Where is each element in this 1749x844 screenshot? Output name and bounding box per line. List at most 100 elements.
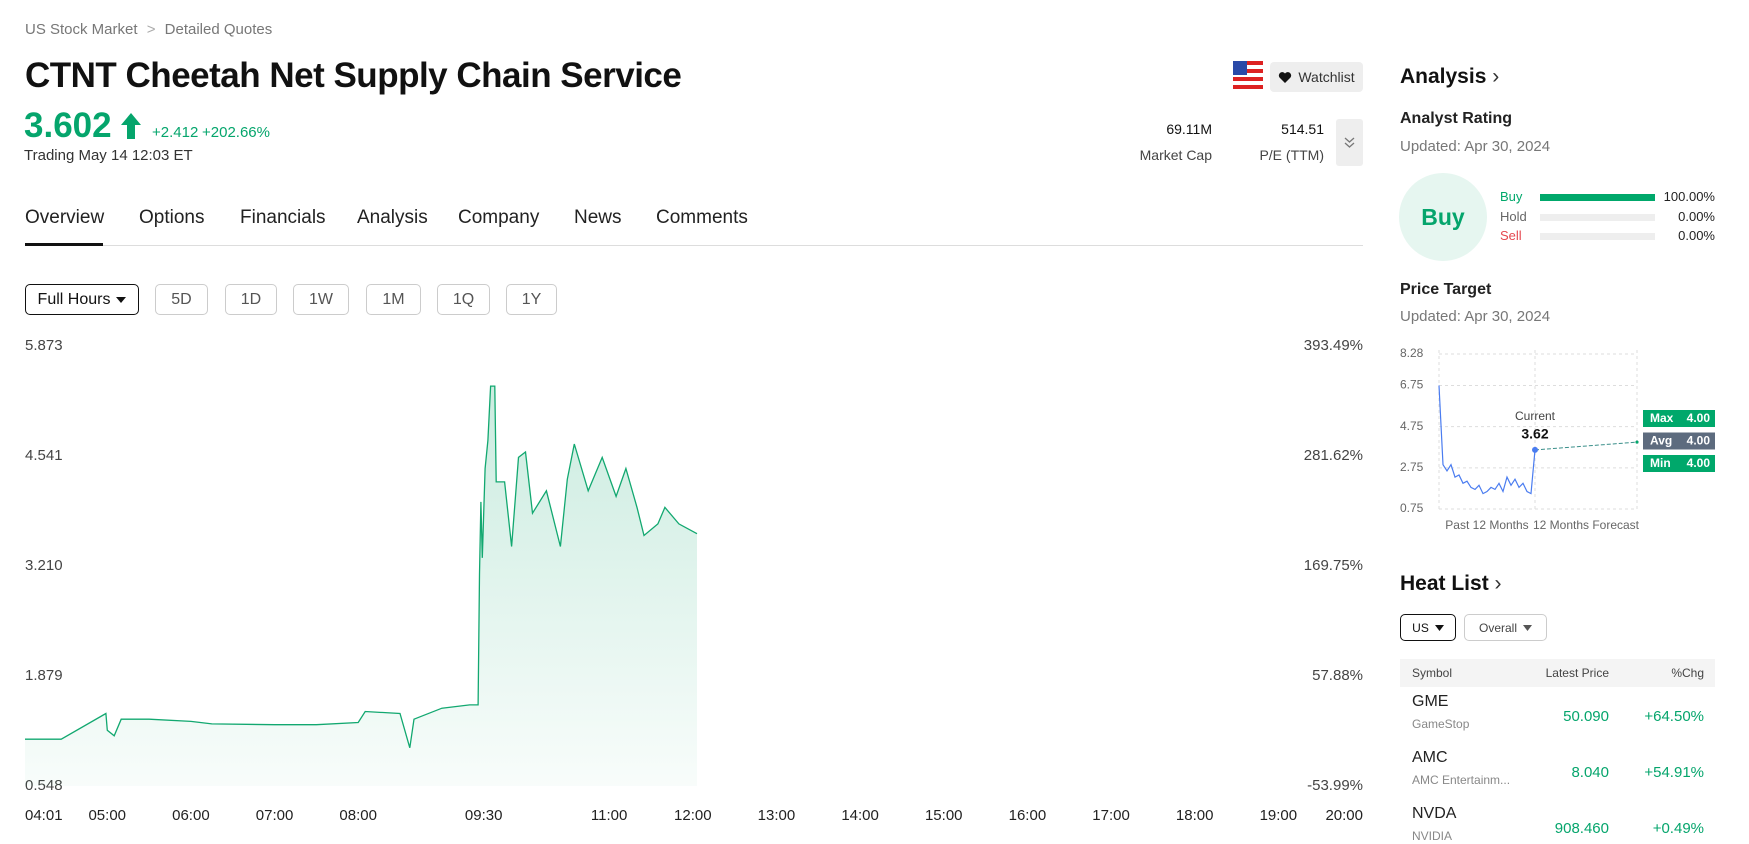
rating-pct: 0.00% xyxy=(1678,228,1715,243)
rating-pct: 100.00% xyxy=(1663,189,1715,204)
filter-label: Overall xyxy=(1478,620,1517,635)
company-name: GameStop xyxy=(1412,717,1470,731)
heat-list-title[interactable]: Heat List › xyxy=(1400,572,1502,596)
trading-status: Trading May 14 12:03 ET xyxy=(24,147,193,164)
target-label: Max xyxy=(1650,411,1674,425)
analysis-title[interactable]: Analysis › xyxy=(1400,65,1499,89)
range-button[interactable]: 5D xyxy=(155,284,208,315)
rating-pct: 0.00% xyxy=(1678,208,1715,224)
y-tick-label: 4.75 xyxy=(1400,419,1424,433)
target-label: Avg xyxy=(1650,434,1672,448)
y-tick-label: 8.28 xyxy=(1400,346,1424,360)
pct-change: +0.49% xyxy=(1652,820,1704,837)
x-tick-label: 19:00 xyxy=(1260,807,1298,824)
x-tick-label: 18:00 xyxy=(1176,807,1214,824)
chevron: › xyxy=(1494,572,1502,595)
y2-tick-label: 57.88% xyxy=(1312,667,1363,684)
latest-price: 908.460 xyxy=(1554,820,1609,837)
x-tick-label: 09:30 xyxy=(465,807,503,824)
us-flag xyxy=(1233,61,1263,91)
expand-button[interactable] xyxy=(1336,119,1363,166)
tab[interactable]: Company xyxy=(458,207,540,228)
range-button[interactable]: 1D xyxy=(225,284,277,315)
symbol: AMC xyxy=(1412,749,1448,766)
current-label: Current xyxy=(1515,409,1556,423)
x-tick-label: 20:00 xyxy=(1325,807,1363,824)
y-tick-label: 4.541 xyxy=(25,447,63,464)
filter-dropdown[interactable]: Overall xyxy=(1464,614,1547,641)
tab[interactable]: Overview xyxy=(25,207,105,228)
breadcrumb-link[interactable]: Detailed Quotes xyxy=(164,21,273,38)
latest-price: 50.090 xyxy=(1563,708,1609,725)
caret xyxy=(116,296,127,303)
y2-tick-label: 393.49% xyxy=(1304,337,1363,354)
rating-badge: Buy xyxy=(1399,173,1487,261)
rating-updated: Updated: Apr 30, 2024 xyxy=(1400,138,1551,155)
company-name: AMC Entertainm... xyxy=(1412,773,1511,787)
range-button[interactable]: 1M xyxy=(366,284,421,315)
y-tick-label: 2.75 xyxy=(1400,460,1424,474)
price-change: +2.412 xyxy=(152,124,199,141)
caret xyxy=(1434,624,1444,631)
stock-title: CTNT Cheetah Net Supply Chain Service xyxy=(25,56,682,95)
range-button[interactable]: 1Q xyxy=(437,284,490,315)
x-tick-label: 14:00 xyxy=(841,807,879,824)
session-label: Full Hours xyxy=(37,290,111,308)
y2-tick-label: 169.75% xyxy=(1304,557,1363,574)
target-value: 4.00 xyxy=(1687,456,1711,470)
column-header: Symbol xyxy=(1412,666,1453,680)
tab[interactable]: Analysis xyxy=(357,207,428,228)
breadcrumb-link[interactable]: US Stock Market xyxy=(25,21,138,38)
price-target-chart: 8.28 6.75 4.75 2.75 0.75 Past 12 Months 12 Mon… xyxy=(1400,346,1715,532)
company-name: NVIDIA xyxy=(1412,829,1453,843)
current-value: 3.62 xyxy=(1521,426,1548,442)
caret xyxy=(1523,624,1532,631)
session-dropdown[interactable]: Full Hours xyxy=(25,284,139,315)
target-point xyxy=(1635,440,1639,444)
stat-value: 514.51 xyxy=(1281,121,1324,137)
price-area xyxy=(25,386,697,786)
target-title: Price Target xyxy=(1400,281,1492,298)
y2-tick-label: 281.62% xyxy=(1304,447,1363,464)
x-tick-label: 04:01 xyxy=(25,807,63,824)
x-tick-label: 06:00 xyxy=(172,807,210,824)
x-tick-label: 07:00 xyxy=(256,807,294,824)
tab[interactable]: Financials xyxy=(240,207,326,228)
column-header: Latest Price xyxy=(1545,666,1609,680)
y-tick-label: 1.879 xyxy=(25,667,63,684)
column-header: %Chg xyxy=(1671,666,1704,680)
current-point xyxy=(1532,446,1538,453)
range-button[interactable]: 1Y xyxy=(506,284,557,315)
heart-icon xyxy=(1279,71,1292,83)
target-updated: Updated: Apr 30, 2024 xyxy=(1400,308,1551,325)
x-tick-label: 16:00 xyxy=(1009,807,1047,824)
symbol: GME xyxy=(1412,693,1449,710)
target-badge xyxy=(1643,410,1715,427)
y-tick-label: 0.75 xyxy=(1400,501,1424,515)
range-button[interactable]: 1W xyxy=(293,284,349,315)
active-tab-underline xyxy=(25,243,103,246)
filter-dropdown[interactable]: US xyxy=(1400,614,1456,641)
x-tick-label: 05:00 xyxy=(88,807,126,824)
history-line xyxy=(1438,385,1536,495)
tab[interactable]: News xyxy=(574,207,622,228)
filter-label: US xyxy=(1412,620,1429,635)
watchlist-button[interactable]: Watchlist xyxy=(1270,62,1363,92)
target-badge xyxy=(1643,455,1715,472)
price: 3.602 xyxy=(24,106,112,145)
stat-label: Market Cap xyxy=(1139,147,1212,163)
rating-label: Sell xyxy=(1500,228,1522,243)
heat-list-title-text: Heat List xyxy=(1400,572,1489,595)
chevron: › xyxy=(1492,65,1500,88)
price-line xyxy=(25,385,698,748)
stat-label: P/E (TTM) xyxy=(1259,147,1324,163)
target-label: Min xyxy=(1650,456,1671,470)
tab[interactable]: Comments xyxy=(656,207,748,228)
x-tick-label: 12:00 xyxy=(674,807,712,824)
price-change-pct: +202.66% xyxy=(202,124,270,141)
tab[interactable]: Options xyxy=(139,207,205,228)
chevron-icon xyxy=(1344,137,1355,148)
analysis-title-text: Analysis xyxy=(1400,65,1487,88)
y-tick-label: 5.873 xyxy=(25,337,63,354)
